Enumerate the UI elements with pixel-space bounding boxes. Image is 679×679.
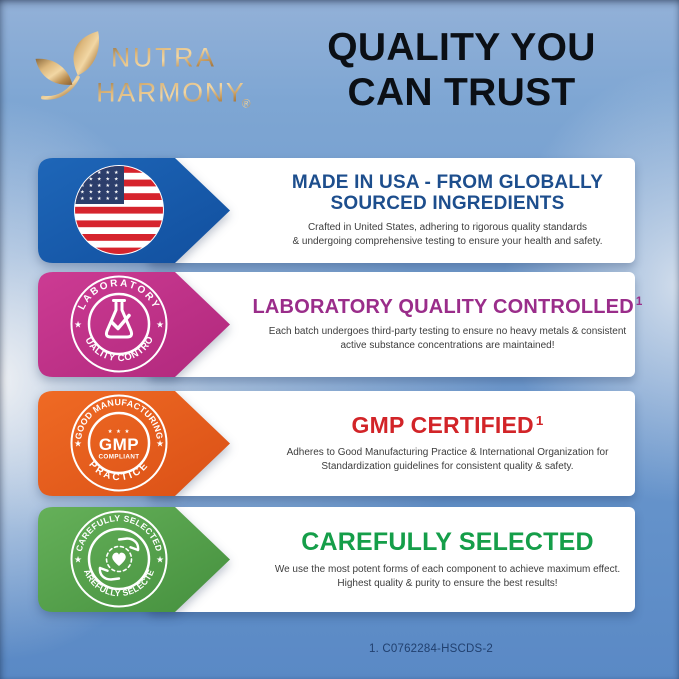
banner-title: LABORATORY QUALITY CONTROLLED 1 [252, 295, 643, 318]
page-title: QUALITY YOU CAN TRUST [252, 26, 671, 116]
seal-center-subtext: COMPLIANT [98, 454, 139, 461]
reference-code: 1. C0762284-HSCDS-2 [369, 643, 493, 655]
seal-bottom-text: PRACTICE [86, 459, 149, 483]
banner-description: Adheres to Good Manufacturing Practice &… [286, 447, 609, 472]
svg-text:★ ★ ★ ★ ★: ★ ★ ★ ★ ★ [80, 183, 120, 189]
banner-arrow-tab [38, 391, 230, 496]
seal-top-text: CAREFULLY SELECTED [74, 513, 164, 553]
svg-text:★ ★ ★ ★ ★: ★ ★ ★ ★ ★ [80, 190, 120, 196]
star-icon: ★ [74, 555, 82, 565]
gmp-seal-icon: GOOD MANUFACTURING PRACTICE ★ ★ ★ ★ ★ GM… [70, 394, 168, 492]
flask-check-icon [104, 299, 134, 339]
brand-name-line1: NUTRA [111, 42, 217, 72]
banner-description: Each batch undergoes third-party testing… [268, 326, 627, 352]
svg-text:PRACTICE: PRACTICE [86, 459, 151, 483]
laboratory-seal-icon: LABORATORY QUALITY CONTROL ★ ★ [69, 274, 168, 373]
brand-name-line2: HARMONY [96, 77, 245, 107]
svg-text:CAREFULLY SELECTED: CAREFULLY SELECTED [74, 513, 164, 553]
page-title-line1: QUALITY YOU [327, 26, 596, 69]
brand-logo: NUTRA HARMONY ® [35, 31, 251, 111]
seal-mini-stars: ★ ★ ★ [108, 428, 131, 435]
usa-flag-icon: ★ ★ ★ ★ ★ ★ ★ ★ ★ ★ ★ ★ ★ ★ ★ ★ ★ ★ ★ ★ … [74, 165, 164, 255]
carefully-selected-seal-icon: CAREFULLY SELECTED CAREFULLY SELECTED ★ … [69, 509, 168, 608]
banner-description: We use the most potent forms of each com… [274, 564, 621, 589]
star-icon: ★ [156, 439, 164, 449]
banner-made-in-usa: ★ ★ ★ ★ ★ ★ ★ ★ ★ ★ ★ ★ ★ ★ ★ ★ ★ ★ ★ ★ … [0, 158, 679, 263]
svg-text:★ ★ ★ ★ ★: ★ ★ ★ ★ ★ [80, 170, 120, 176]
svg-text:★ ★ ★ ★ ★: ★ ★ ★ ★ ★ [80, 196, 120, 202]
superscript-1: 1 [535, 413, 544, 429]
banner-title: CAREFULLY SELECTED [301, 528, 594, 557]
banner-laboratory-quality: LABORATORY QUALITY CONTROL ★ ★ LABORATOR… [0, 272, 679, 377]
banner-arrow-tab [38, 272, 230, 377]
banner-description: Crafted in United States, adhering to ri… [292, 222, 603, 248]
seal-center-text: GMP [99, 435, 139, 454]
banner-gmp-certified: GOOD MANUFACTURING PRACTICE ★ ★ ★ ★ ★ GM… [0, 391, 679, 496]
banner-title-line1: MADE IN USA - FROM GLOBALLY [291, 171, 604, 193]
superscript-1: 1 [635, 295, 643, 308]
page-title-line2: CAN TRUST [347, 70, 576, 114]
registered-mark: ® [242, 97, 251, 111]
banner-title: MADE IN USA - FROM GLOBALLY SOURCED INGR… [292, 172, 603, 215]
leaf-icon [35, 31, 100, 100]
star-icon: ★ [156, 320, 164, 330]
banner-carefully-selected: CAREFULLY SELECTED CAREFULLY SELECTED ★ … [0, 507, 679, 612]
star-icon: ★ [74, 320, 82, 330]
banner-title-line2: SOURCED INGREDIENTS [330, 193, 565, 215]
svg-text:★ ★ ★ ★ ★: ★ ★ ★ ★ ★ [80, 177, 120, 183]
star-icon: ★ [74, 439, 82, 449]
star-icon: ★ [156, 555, 164, 565]
banner-arrow-tab [38, 507, 230, 612]
banner-title: GMP CERTIFIED 1 [351, 412, 544, 439]
hands-heart-icon [98, 537, 140, 581]
